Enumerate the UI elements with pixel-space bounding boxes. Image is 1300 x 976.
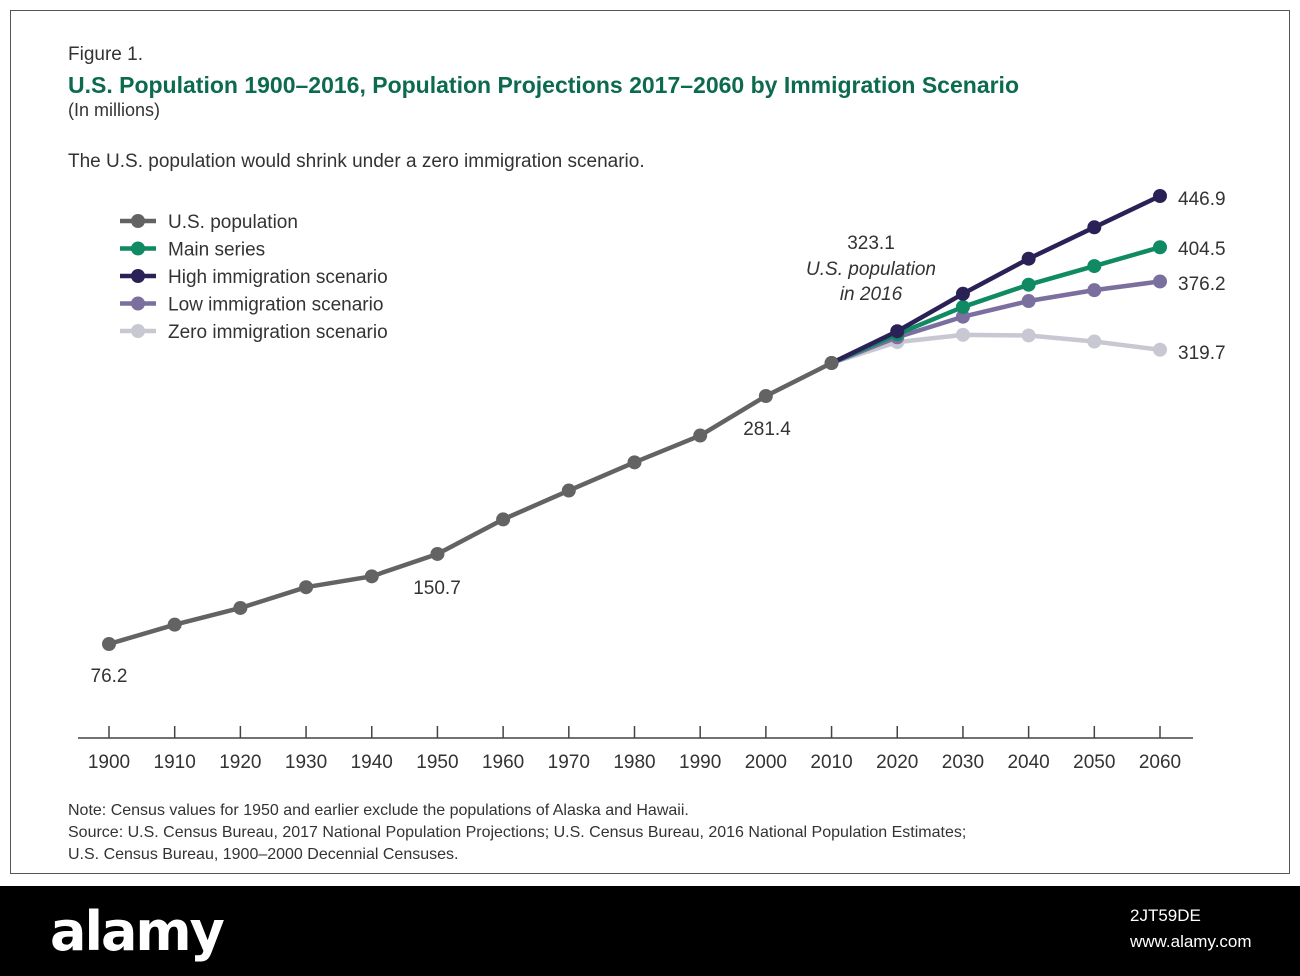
- series-line: [830, 332, 1161, 366]
- chart-title: U.S. Population 1900–2016, Population Pr…: [68, 72, 1019, 98]
- data-label: 150.7: [413, 578, 461, 599]
- data-point: [824, 356, 839, 371]
- data-point: [955, 299, 970, 314]
- legend-swatch-dot: [131, 324, 145, 338]
- data-point: [1087, 259, 1102, 274]
- data-point: [693, 428, 708, 443]
- legend-label: Low immigration scenario: [168, 295, 383, 316]
- data-point: [955, 286, 970, 301]
- data-point: [1021, 277, 1036, 292]
- source-line-1: Source: U.S. Census Bureau, 2017 Nationa…: [68, 824, 967, 841]
- data-point: [758, 389, 773, 404]
- data-point: [167, 617, 182, 632]
- data-point: [299, 580, 314, 595]
- x-tick-label: 2050: [1073, 752, 1115, 773]
- data-point: [1021, 328, 1036, 343]
- data-point: [890, 324, 905, 339]
- watermark-logo: alamy: [50, 900, 225, 963]
- series-line: [108, 361, 833, 647]
- data-point: [627, 455, 642, 470]
- watermark-image-id: 2JT59DE: [1130, 906, 1201, 925]
- x-tick-label: 2020: [876, 752, 918, 773]
- chart-notes: Note: Census values for 1950 and earlier…: [68, 800, 966, 866]
- legend-swatch-dot: [131, 269, 145, 283]
- legend-swatch-dot: [131, 241, 145, 256]
- x-tick-label: 2030: [942, 752, 984, 773]
- x-tick-label: 1950: [416, 752, 458, 773]
- x-tick-label: 2000: [745, 752, 787, 773]
- units-label: (In millions): [68, 100, 161, 120]
- legend-label: Zero immigration scenario: [168, 322, 388, 343]
- data-point: [364, 569, 379, 584]
- data-label: 323.1: [847, 233, 895, 254]
- data-label: 319.7: [1178, 343, 1226, 364]
- data-point: [1087, 283, 1102, 298]
- source-line-2: U.S. Census Bureau, 1900–2000 Decennial …: [68, 846, 459, 863]
- data-point: [233, 600, 248, 615]
- legend-swatch-dot: [131, 296, 145, 311]
- data-point: [102, 637, 116, 651]
- legend-label: U.S. population: [168, 212, 298, 233]
- data-point: [1153, 189, 1167, 203]
- x-tick-label: 1910: [154, 752, 196, 773]
- chart-subtitle: The U.S. population would shrink under a…: [68, 151, 645, 172]
- data-point: [430, 546, 445, 561]
- data-point: [1087, 334, 1102, 349]
- data-point: [1153, 342, 1167, 357]
- x-tick-label: 1980: [613, 752, 655, 773]
- figure-label: Figure 1.: [68, 44, 143, 65]
- legend-swatch-dot: [131, 214, 145, 228]
- watermark-url: www.alamy.com: [1130, 932, 1252, 951]
- watermark-bar: [0, 886, 1300, 976]
- data-label: 76.2: [91, 666, 128, 687]
- series-line: [830, 279, 1161, 366]
- series-line: [830, 193, 1161, 366]
- population-line-chart: 1900 1910 1920 1930 1940 1950 1960 1970 1980 1990…: [78, 189, 1226, 773]
- legend-label: High immigration scenario: [168, 267, 388, 288]
- data-point: [1021, 251, 1036, 266]
- data-label: 446.9: [1178, 189, 1226, 210]
- data-point: [1153, 240, 1167, 255]
- x-tick-label: 2060: [1139, 752, 1181, 773]
- data-point: [955, 309, 970, 324]
- x-tick-label: 1900: [88, 752, 130, 773]
- data-point: [496, 512, 511, 527]
- x-tick-label: 1970: [548, 752, 590, 773]
- legend-label: Main series: [168, 240, 265, 261]
- x-tick-label: 2040: [1007, 752, 1049, 773]
- figure-frame: [10, 10, 1290, 874]
- data-point: [561, 483, 576, 498]
- data-point: [1021, 294, 1036, 309]
- x-tick-label: 1930: [285, 752, 327, 773]
- x-tick-label: 1960: [482, 752, 524, 773]
- data-point: [1087, 220, 1102, 235]
- x-tick-label: 1920: [219, 752, 261, 773]
- data-label: 404.5: [1178, 239, 1226, 260]
- data-label: U.S. population: [806, 259, 936, 280]
- note-text: Note: Census values for 1950 and earlier…: [68, 802, 689, 819]
- data-point: [1153, 274, 1167, 289]
- x-tick-label: 2010: [810, 752, 852, 773]
- data-label: 281.4: [743, 419, 791, 440]
- x-tick-label: 1990: [679, 752, 721, 773]
- data-label: 376.2: [1178, 274, 1226, 295]
- x-tick-label: 1940: [351, 752, 393, 773]
- data-label: in 2016: [840, 284, 903, 305]
- data-point: [955, 327, 970, 342]
